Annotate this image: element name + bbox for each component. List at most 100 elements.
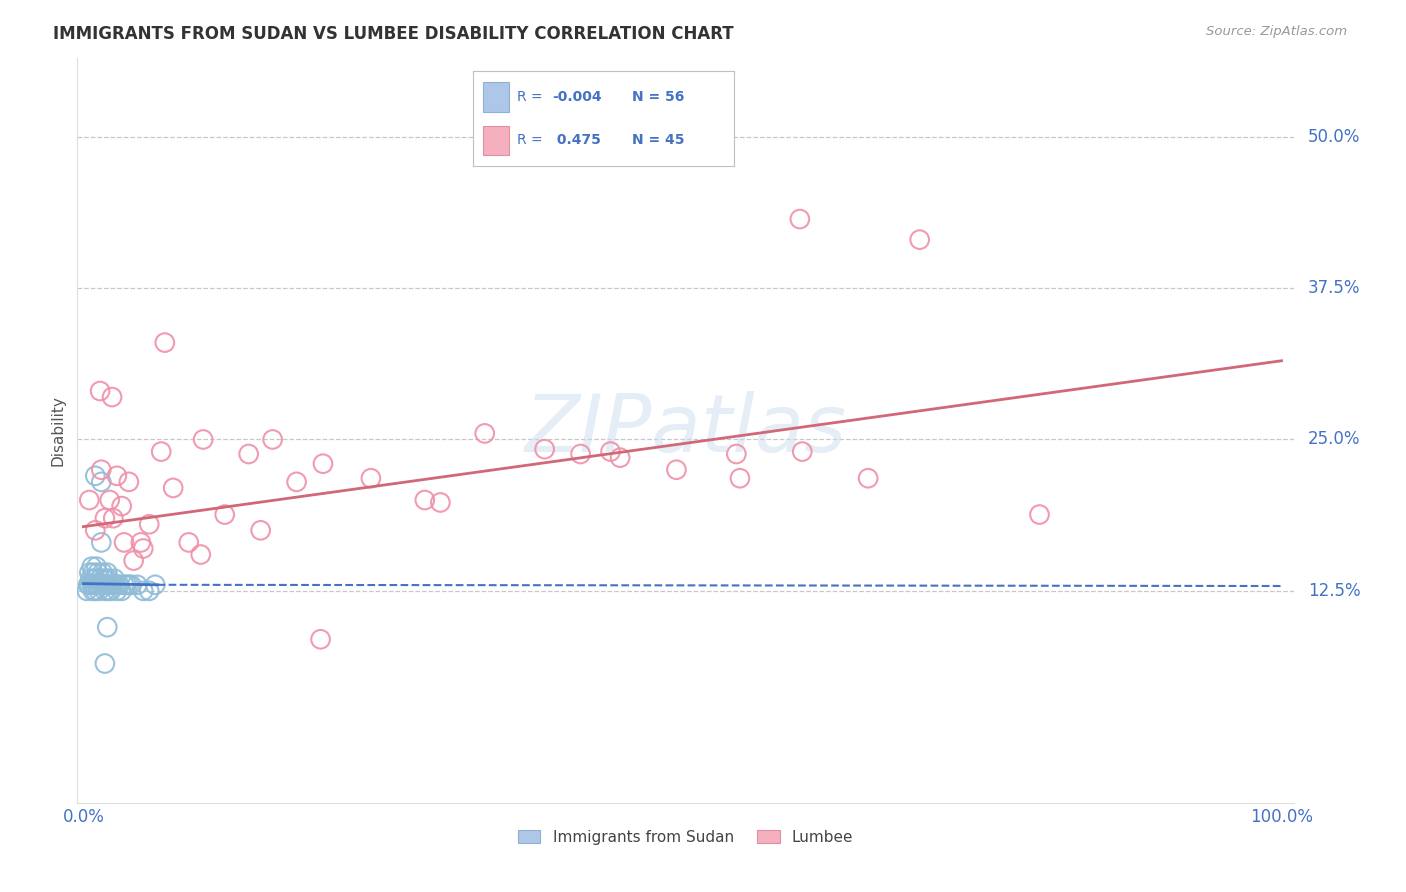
Point: [118, 475, 141, 489]
Point: [79, 493, 101, 508]
Point: [84, 583, 107, 598]
Point: [96, 566, 118, 580]
Point: [89, 572, 111, 586]
Point: [129, 535, 152, 549]
Point: [94, 657, 117, 671]
Text: IMMIGRANTS FROM SUDAN VS LUMBEE DISABILITY CORRELATION CHART: IMMIGRANTS FROM SUDAN VS LUMBEE DISABILI…: [53, 25, 734, 43]
Point: [115, 578, 138, 592]
Point: [360, 471, 382, 485]
Point: [94, 578, 117, 592]
Point: [107, 578, 129, 592]
Point: [112, 535, 135, 549]
Point: [132, 541, 155, 556]
Point: [262, 433, 284, 447]
Text: Source: ZipAtlas.com: Source: ZipAtlas.com: [1206, 25, 1347, 38]
Point: [105, 468, 128, 483]
Point: [76, 583, 98, 598]
Point: [90, 475, 112, 489]
Point: [91, 566, 114, 580]
Point: [89, 384, 111, 398]
Point: [84, 468, 107, 483]
Point: [83, 578, 105, 592]
Text: 50.0%: 50.0%: [1308, 128, 1361, 145]
Point: [285, 475, 308, 489]
Point: [1028, 508, 1050, 522]
Point: [84, 572, 107, 586]
Point: [190, 548, 212, 562]
Point: [96, 578, 118, 592]
Point: [177, 535, 200, 549]
Point: [94, 583, 117, 598]
Y-axis label: Disability: Disability: [51, 395, 66, 466]
Point: [214, 508, 236, 522]
Point: [87, 583, 110, 598]
Point: [101, 390, 124, 404]
Point: [90, 578, 112, 592]
Point: [728, 471, 751, 485]
Point: [665, 463, 688, 477]
Text: ZIPatlas: ZIPatlas: [524, 392, 846, 469]
Point: [94, 511, 117, 525]
Point: [101, 578, 124, 592]
Point: [127, 578, 149, 592]
Point: [138, 583, 160, 598]
Point: [118, 578, 141, 592]
Point: [87, 578, 110, 592]
Point: [86, 559, 108, 574]
Point: [94, 578, 117, 592]
Legend: Immigrants from Sudan, Lumbee: Immigrants from Sudan, Lumbee: [512, 824, 859, 851]
Point: [105, 583, 128, 598]
Point: [533, 442, 555, 457]
Point: [86, 566, 108, 580]
Point: [429, 495, 451, 509]
Point: [86, 578, 108, 592]
Point: [77, 578, 100, 592]
Point: [569, 447, 592, 461]
Point: [856, 471, 879, 485]
Point: [112, 578, 135, 592]
Point: [309, 632, 332, 647]
Point: [84, 524, 107, 538]
Point: [312, 457, 335, 471]
Point: [97, 583, 120, 598]
Point: [82, 583, 104, 598]
Point: [162, 481, 184, 495]
Point: [93, 578, 115, 592]
Point: [96, 620, 118, 634]
Point: [103, 572, 125, 586]
Point: [98, 493, 121, 508]
Point: [150, 444, 173, 458]
Point: [138, 517, 160, 532]
Point: [103, 511, 125, 525]
Point: [132, 583, 155, 598]
Point: [79, 572, 101, 586]
Point: [98, 578, 121, 592]
Point: [120, 578, 142, 592]
Point: [122, 553, 145, 567]
Point: [103, 578, 125, 592]
Point: [79, 566, 101, 580]
Point: [908, 233, 931, 247]
Point: [111, 499, 134, 513]
Point: [108, 578, 131, 592]
Point: [111, 583, 134, 598]
Point: [792, 444, 814, 458]
Point: [143, 578, 166, 592]
Text: 37.5%: 37.5%: [1308, 279, 1361, 297]
Point: [249, 524, 271, 538]
Point: [153, 335, 176, 350]
Point: [93, 572, 115, 586]
Point: [413, 493, 436, 508]
Point: [97, 572, 120, 586]
Point: [94, 572, 117, 586]
Point: [86, 578, 108, 592]
Point: [191, 433, 214, 447]
Point: [789, 212, 811, 227]
Text: 12.5%: 12.5%: [1308, 582, 1361, 599]
Text: 25.0%: 25.0%: [1308, 431, 1361, 449]
Point: [91, 578, 114, 592]
Point: [80, 578, 103, 592]
Point: [80, 559, 103, 574]
Point: [79, 578, 101, 592]
Point: [238, 447, 260, 461]
